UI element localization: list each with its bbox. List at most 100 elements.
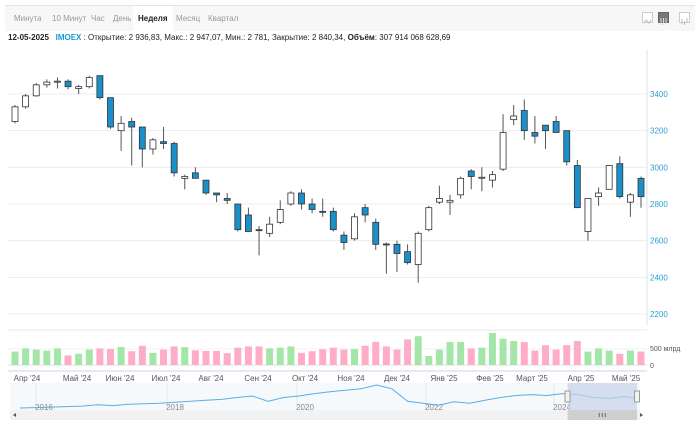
navigator-handle[interactable] — [564, 390, 571, 403]
volume-bar — [510, 341, 518, 365]
volume-bar — [170, 346, 178, 365]
tab-day[interactable]: День — [113, 14, 132, 23]
volume-bar — [266, 348, 274, 365]
candle-down — [404, 251, 411, 264]
candle-down — [213, 192, 220, 196]
volume-bar — [11, 351, 19, 365]
navigator-series-line — [19, 384, 641, 409]
candle-down — [563, 130, 571, 163]
volume-bar — [75, 353, 83, 365]
volume-bar — [244, 346, 252, 365]
x-tick-label: Июн '24 — [106, 374, 135, 383]
volume-bar — [117, 347, 125, 365]
candle-up — [85, 77, 93, 88]
quote-info: 12-05-2025 IMOEX : Открытие: 2 936,83, М… — [8, 33, 450, 42]
candle-down — [393, 243, 401, 254]
candle-up — [32, 84, 40, 97]
navigator-year-label: 2018 — [166, 403, 184, 412]
volume-bar — [32, 349, 40, 365]
candle-down — [552, 121, 560, 133]
y-tick-label: 3200 — [650, 127, 668, 136]
candle-up — [626, 194, 634, 203]
volume-zero-label: 0 — [650, 363, 654, 370]
volume-bar — [340, 349, 348, 365]
x-tick-label: Апр '25 — [568, 374, 595, 383]
candle-down — [128, 121, 136, 128]
volume-bar — [584, 351, 592, 365]
volume-bar — [446, 341, 454, 365]
y-tick-label: 2800 — [650, 200, 668, 209]
x-tick-label: Дек '24 — [384, 374, 411, 383]
candle-up — [499, 132, 507, 170]
volume-bar — [351, 349, 359, 365]
candle-down — [96, 75, 104, 99]
volume-bar — [319, 349, 327, 365]
volume-bar — [43, 350, 51, 365]
x-tick-label: Авг '24 — [198, 374, 224, 383]
tab-minute[interactable]: Минута — [14, 14, 42, 23]
candlestick-chart-icon[interactable] — [658, 12, 669, 25]
candle-down — [308, 203, 316, 210]
volume-bar — [605, 350, 613, 365]
candle-down — [255, 229, 263, 232]
tab-10-minutes[interactable]: 10 Минут — [52, 14, 87, 23]
navigator-year-label: 2024 — [553, 403, 571, 412]
volume-bar — [191, 350, 199, 365]
ohlc-chart-icon[interactable] — [679, 12, 690, 25]
candle-up — [75, 86, 83, 89]
candle-down — [191, 172, 199, 179]
volume-bar — [329, 347, 337, 365]
volume-bar — [276, 347, 284, 365]
candle-down — [542, 124, 549, 132]
volume-bar — [149, 352, 157, 365]
candle-up — [446, 199, 454, 203]
x-tick-label: Май '24 — [63, 374, 92, 383]
tab-hour[interactable]: Час — [91, 14, 105, 23]
candle-down — [298, 192, 305, 205]
x-tick-label: Июл '24 — [152, 374, 181, 383]
volume-bar — [573, 341, 581, 365]
tab-quarter[interactable]: Квартал — [208, 14, 239, 23]
navigator-selection[interactable] — [567, 383, 637, 410]
volume-bar — [404, 339, 412, 365]
volume-bar — [393, 349, 401, 365]
candle-up — [11, 106, 19, 122]
scroll-right-arrow-icon[interactable] — [640, 413, 643, 417]
candle-down — [234, 203, 242, 231]
volume-bar — [372, 341, 380, 365]
volume-bar — [435, 349, 443, 365]
candle-up — [43, 81, 51, 86]
line-chart-icon[interactable] — [642, 12, 653, 24]
volume-bar — [499, 338, 507, 365]
volume-bar — [255, 346, 263, 365]
quote-date: 12-05-2025 — [8, 33, 49, 42]
ticker-link[interactable]: IMOEX — [55, 33, 82, 42]
candle-down — [160, 141, 167, 144]
x-tick-label: Апр '24 — [14, 374, 41, 383]
candle-down — [138, 126, 146, 150]
candle-down — [361, 207, 369, 216]
y-tick-label: 2600 — [650, 237, 668, 246]
navigator-handle[interactable] — [634, 390, 640, 403]
volume-bar — [616, 353, 624, 365]
volume-bar — [297, 352, 305, 365]
volume-bar — [128, 351, 136, 365]
scrollbar-track[interactable] — [10, 410, 640, 420]
volume-bar — [563, 345, 571, 365]
volume-bar — [223, 353, 231, 365]
x-tick-label: Сен '24 — [244, 374, 272, 383]
tab-week[interactable]: Неделя — [133, 6, 173, 31]
x-tick-label: Ноя '24 — [337, 374, 365, 383]
period-toolbar: Минута 10 Минут Час День Неделя Месяц Кв… — [5, 5, 695, 31]
volume-bar — [287, 346, 295, 365]
candle-up — [276, 209, 284, 223]
volume-bar — [85, 349, 93, 365]
candle-down — [573, 165, 581, 209]
scroll-left-arrow-icon[interactable] — [13, 413, 16, 417]
tab-month[interactable]: Месяц — [176, 14, 201, 23]
separator: : — [81, 33, 89, 42]
candle-up — [351, 216, 358, 240]
ohlc-values: Открытие: 2 936,83, Макс.: 2 947,07, Мин… — [88, 33, 346, 42]
volume-bar — [361, 345, 369, 365]
